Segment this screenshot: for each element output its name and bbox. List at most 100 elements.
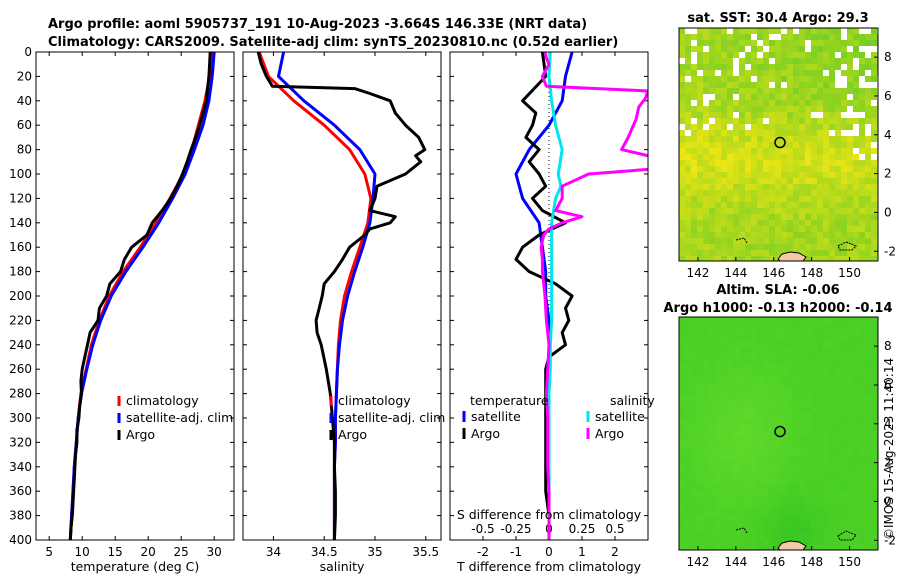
- sst-cell: [739, 112, 745, 118]
- sla-cell: [775, 413, 781, 419]
- sla-map-box: [678, 316, 879, 551]
- sst-cell: [787, 46, 793, 52]
- sst-cell: [859, 136, 865, 142]
- sla-cell: [763, 539, 769, 545]
- sla-cell: [781, 473, 787, 479]
- sst-cell: [847, 34, 853, 40]
- sst-cell: [871, 208, 877, 214]
- sla-cell: [703, 449, 709, 455]
- sst-cell: [751, 250, 757, 256]
- sst-cell: [721, 244, 727, 250]
- sst-cell: [721, 178, 727, 184]
- sla-cell: [787, 461, 793, 467]
- sst-cell: [757, 214, 763, 220]
- sst-cell: [853, 136, 859, 142]
- sla-cell: [805, 353, 811, 359]
- sla-cell: [829, 509, 835, 515]
- sla-cell: [817, 503, 823, 509]
- sla-cell: [817, 497, 823, 503]
- sst-cell: [787, 94, 793, 100]
- map-x-tick-label: 142: [686, 555, 709, 569]
- sla-cell: [727, 317, 733, 323]
- sla-cell: [793, 467, 799, 473]
- sst-cell: [859, 160, 865, 166]
- sst-cell: [799, 202, 805, 208]
- sla-cell: [685, 533, 691, 539]
- sla-cell: [823, 329, 829, 335]
- sst-cell: [733, 88, 739, 94]
- legend-t-satellite-label: satellite: [471, 409, 521, 424]
- sst-cell: [847, 82, 853, 88]
- sst-cell: [835, 160, 841, 166]
- map-y-tick-label: 4: [884, 417, 892, 431]
- sst-cell: [751, 190, 757, 196]
- sla-cell: [805, 377, 811, 383]
- sst-cell: [769, 196, 775, 202]
- sst-cell: [871, 196, 877, 202]
- sst-cell: [823, 154, 829, 160]
- sst-cell: [811, 70, 817, 76]
- sla-cell: [727, 473, 733, 479]
- sla-cell: [733, 485, 739, 491]
- sla-cell: [871, 383, 877, 389]
- sst-cell: [811, 220, 817, 226]
- map-x-tick-label: 144: [724, 555, 747, 569]
- sst-cell: [841, 172, 847, 178]
- sla-cell: [835, 437, 841, 443]
- sst-cell: [853, 190, 859, 196]
- sst-cell: [679, 166, 685, 172]
- sst-cell: [769, 112, 775, 118]
- sla-cell: [691, 371, 697, 377]
- sst-cell: [769, 136, 775, 142]
- sst-cell: [841, 46, 847, 52]
- sla-cell: [715, 323, 721, 329]
- sst-cell: [805, 82, 811, 88]
- sla-cell: [781, 323, 787, 329]
- sla-cell: [775, 473, 781, 479]
- sla-cell: [787, 359, 793, 365]
- sla-cell: [835, 503, 841, 509]
- sla-cell: [829, 455, 835, 461]
- sst-cell: [811, 154, 817, 160]
- sst-cell: [823, 196, 829, 202]
- sla-cell: [763, 461, 769, 467]
- sst-cell: [739, 196, 745, 202]
- sla-cell: [739, 341, 745, 347]
- sla-cell: [811, 359, 817, 365]
- sst-cell: [865, 154, 871, 160]
- sst-cell: [745, 40, 751, 46]
- sla-cell: [805, 443, 811, 449]
- sst-cell: [811, 94, 817, 100]
- sla-cell: [763, 425, 769, 431]
- sst-cell: [805, 250, 811, 256]
- sst-cell: [847, 130, 853, 136]
- sla-cell: [775, 335, 781, 341]
- sst-cell: [733, 172, 739, 178]
- sst-cell: [835, 112, 841, 118]
- sst-cell: [715, 88, 721, 94]
- sst-cell: [859, 184, 865, 190]
- sst-cell: [811, 214, 817, 220]
- sst-cell: [799, 184, 805, 190]
- sst-cell: [739, 136, 745, 142]
- sst-cell: [841, 232, 847, 238]
- sst-cell: [817, 118, 823, 124]
- sla-cell: [745, 533, 751, 539]
- sla-cell: [745, 401, 751, 407]
- sst-cell: [781, 118, 787, 124]
- sst-cell: [811, 148, 817, 154]
- sla-cell: [721, 503, 727, 509]
- sla-cell: [829, 533, 835, 539]
- sst-cell: [841, 124, 847, 130]
- sla-cell: [781, 401, 787, 407]
- sst-cell: [829, 226, 835, 232]
- sst-cell: [865, 172, 871, 178]
- sst-cell: [811, 124, 817, 130]
- sst-land: [735, 237, 857, 261]
- sla-cell: [763, 473, 769, 479]
- sla-cell: [835, 545, 841, 550]
- sst-cell: [757, 28, 763, 34]
- sla-cell: [805, 335, 811, 341]
- sst-cell: [715, 148, 721, 154]
- sla-cell: [703, 365, 709, 371]
